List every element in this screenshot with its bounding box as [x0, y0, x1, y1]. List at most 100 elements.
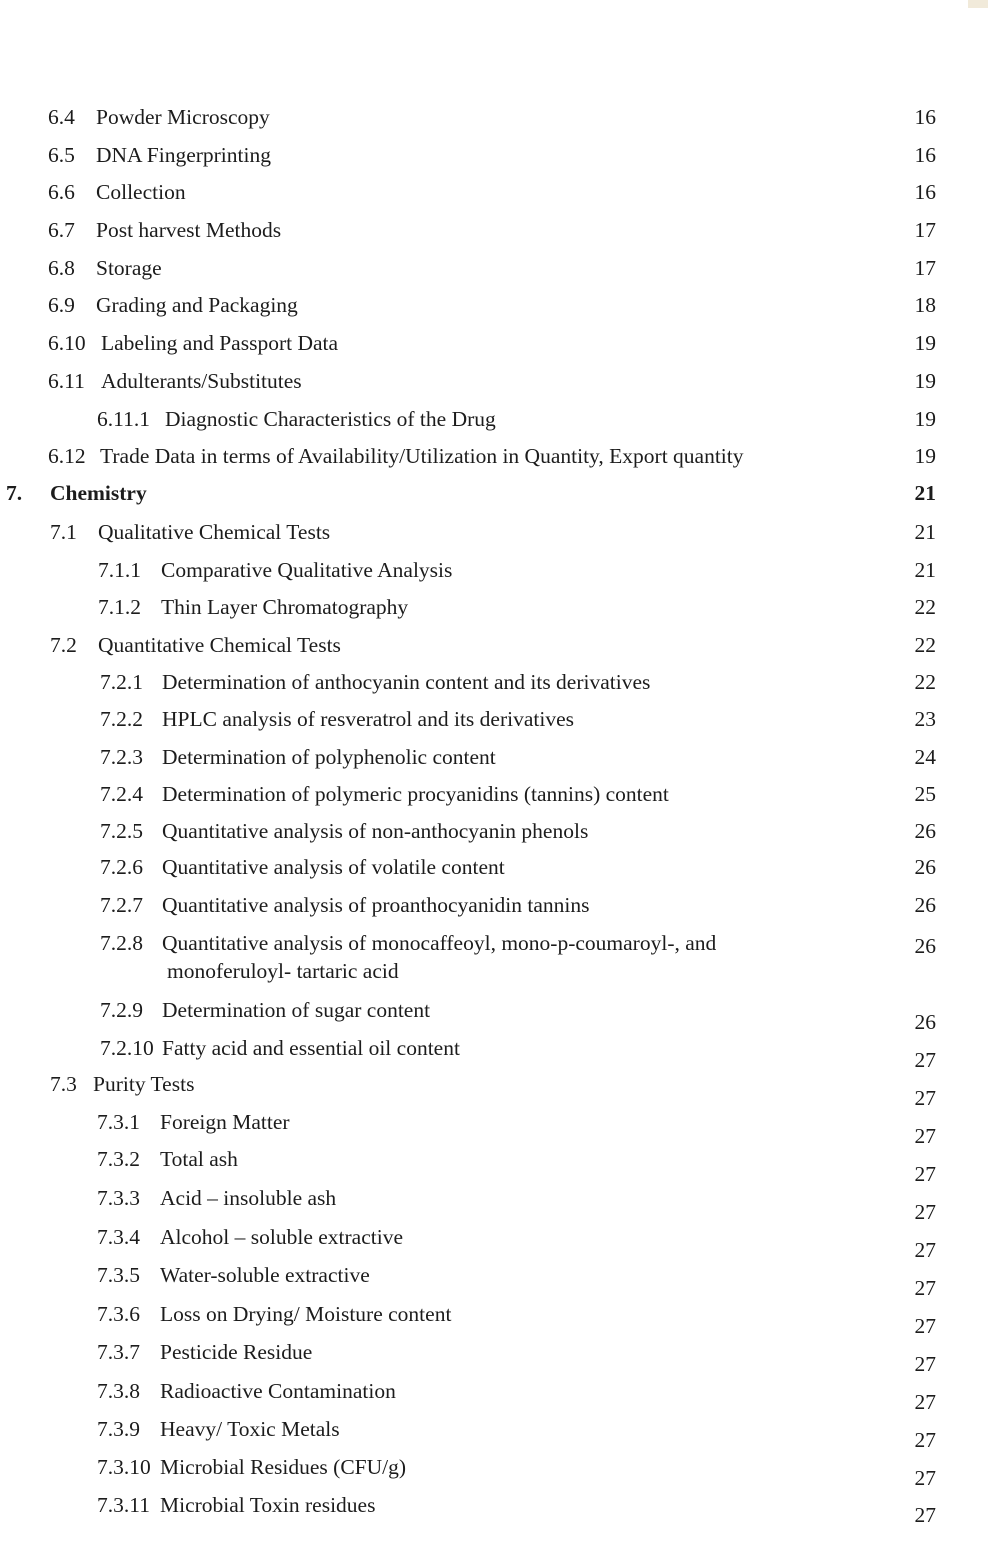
- entry-number: 7.2.7: [100, 893, 143, 917]
- page-edge: [968, 0, 988, 8]
- entry-page-number: 22: [914, 633, 937, 657]
- entry-page-number: 27: [914, 1314, 937, 1338]
- entry-number: 7.3: [50, 1072, 77, 1096]
- entry-page-number: 24: [914, 745, 937, 769]
- entry-number: 6.10: [48, 331, 86, 355]
- entry-title: Loss on Drying/ Moisture content: [160, 1302, 452, 1326]
- entry-title: Trade Data in terms of Availability/Util…: [100, 444, 744, 468]
- entry-page-number: 16: [914, 180, 937, 204]
- entry-title: Determination of polyphenolic content: [162, 745, 496, 769]
- entry-number: 6.8: [48, 256, 75, 280]
- entry-title: HPLC analysis of resveratrol and its der…: [162, 707, 574, 731]
- entry-number: 7.: [6, 481, 23, 505]
- entry-title: Quantitative Chemical Tests: [98, 633, 341, 657]
- entry-number: 7.2.2: [100, 707, 143, 731]
- entry-title: Labeling and Passport Data: [101, 331, 339, 355]
- entry-title: Purity Tests: [93, 1072, 195, 1096]
- entry-title: Microbial Residues (CFU/g): [160, 1455, 407, 1479]
- entry-number: 7.3.1: [97, 1110, 140, 1134]
- entry-page-number: 19: [914, 407, 937, 431]
- entry-title: Alcohol – soluble extractive: [160, 1225, 403, 1249]
- entry-number: 7.2.9: [100, 998, 143, 1022]
- entry-page-number: 19: [914, 369, 937, 393]
- entry-number: 7.2.1: [100, 670, 143, 694]
- entry-title: Heavy/ Toxic Metals: [160, 1417, 340, 1441]
- entry-page-number: 27: [914, 1352, 937, 1376]
- entry-number: 7.2: [50, 633, 77, 657]
- entry-title: DNA Fingerprinting: [96, 143, 271, 167]
- entry-page-number: 22: [914, 670, 937, 694]
- entry-number: 7.3.11: [97, 1493, 150, 1517]
- entry-number: 7.2.3: [100, 745, 143, 769]
- entry-page-number: 27: [914, 1466, 937, 1490]
- entry-title: Quantitative analysis of volatile conten…: [162, 855, 505, 879]
- entry-number: 7.3.10: [97, 1455, 151, 1479]
- entry-page-number: 26: [914, 819, 937, 843]
- entry-page-number: 27: [914, 1276, 937, 1300]
- entry-title: Determination of anthocyanin content and…: [162, 670, 651, 694]
- entry-title: Quantitative analysis of proanthocyanidi…: [162, 893, 590, 917]
- entry-title: Fatty acid and essential oil content: [162, 1036, 460, 1060]
- entry-page-number: 23: [914, 707, 937, 731]
- entry-title: Post harvest Methods: [96, 218, 282, 242]
- entry-page-number: 27: [914, 1238, 937, 1262]
- entry-title: Quantitative analysis of non-anthocyanin…: [162, 819, 589, 843]
- entry-number: 7.3.4: [97, 1225, 140, 1249]
- entry-page-number: 21: [914, 558, 937, 582]
- entry-page-number: 16: [914, 105, 937, 129]
- entry-number: 7.2.10: [100, 1036, 154, 1060]
- entry-page-number: 27: [914, 1162, 937, 1186]
- entry-title: Total ash: [160, 1147, 238, 1171]
- entry-number: 7.2.5: [100, 819, 143, 843]
- entry-title: Powder Microscopy: [96, 105, 270, 129]
- entry-number: 7.1.1: [98, 558, 141, 582]
- entry-title: Foreign Matter: [160, 1110, 290, 1134]
- entry-page-number: 27: [914, 1086, 937, 1110]
- entry-number: 7.2.4: [100, 782, 143, 806]
- entry-title: Pesticide Residue: [160, 1340, 313, 1364]
- entry-number: 7.1.2: [98, 595, 141, 619]
- entry-number: 6.6: [48, 180, 75, 204]
- entry-title: Comparative Qualitative Analysis: [161, 558, 453, 582]
- entry-number: 7.3.5: [97, 1263, 140, 1287]
- entry-page-number: 18: [914, 293, 937, 317]
- entry-number: 6.7: [48, 218, 75, 242]
- entry-title: Collection: [96, 180, 186, 204]
- entry-page-number: 27: [914, 1048, 937, 1072]
- entry-number: 6.11: [48, 369, 85, 393]
- entry-number: 6.12: [48, 444, 86, 468]
- entry-title: Adulterants/Substitutes: [101, 369, 302, 393]
- entry-number: 7.3.8: [97, 1379, 140, 1403]
- entry-number: 7.2.6: [100, 855, 143, 879]
- entry-page-number: 17: [914, 256, 937, 280]
- entry-title-continued: monoferuloyl- tartaric acid: [167, 959, 399, 983]
- entry-number: 7.1: [50, 520, 77, 544]
- entry-title: Radioactive Contamination: [160, 1379, 396, 1403]
- entry-title: Quantitative analysis of monocaffeoyl, m…: [162, 931, 717, 955]
- entry-title: Grading and Packaging: [96, 293, 298, 317]
- entry-page-number: 27: [914, 1503, 937, 1527]
- entry-title: Determination of sugar content: [162, 998, 431, 1022]
- entry-page-number: 27: [914, 1390, 937, 1414]
- entry-page-number: 16: [914, 143, 937, 167]
- entry-title: Chemistry: [50, 481, 147, 505]
- entry-title: Thin Layer Chromatography: [161, 595, 409, 619]
- entry-number: 7.3.9: [97, 1417, 140, 1441]
- entry-number: 7.3.3: [97, 1186, 140, 1210]
- entry-page-number: 26: [914, 934, 937, 958]
- entry-page-number: 19: [914, 331, 937, 355]
- entry-page-number: 22: [914, 595, 937, 619]
- entry-number: 6.5: [48, 143, 75, 167]
- entry-number: 7.3.6: [97, 1302, 140, 1326]
- entry-page-number: 27: [914, 1428, 937, 1452]
- entry-page-number: 21: [914, 481, 937, 505]
- entry-page-number: 19: [914, 444, 937, 468]
- entry-number: 6.4: [48, 105, 75, 129]
- entry-title: Diagnostic Characteristics of the Drug: [165, 407, 496, 431]
- entry-page-number: 27: [914, 1200, 937, 1224]
- entry-title: Microbial Toxin residues: [160, 1493, 376, 1517]
- entry-page-number: 21: [914, 520, 937, 544]
- entry-title: Acid – insoluble ash: [160, 1186, 337, 1210]
- entry-title: Qualitative Chemical Tests: [98, 520, 331, 544]
- entry-page-number: 26: [914, 1010, 937, 1034]
